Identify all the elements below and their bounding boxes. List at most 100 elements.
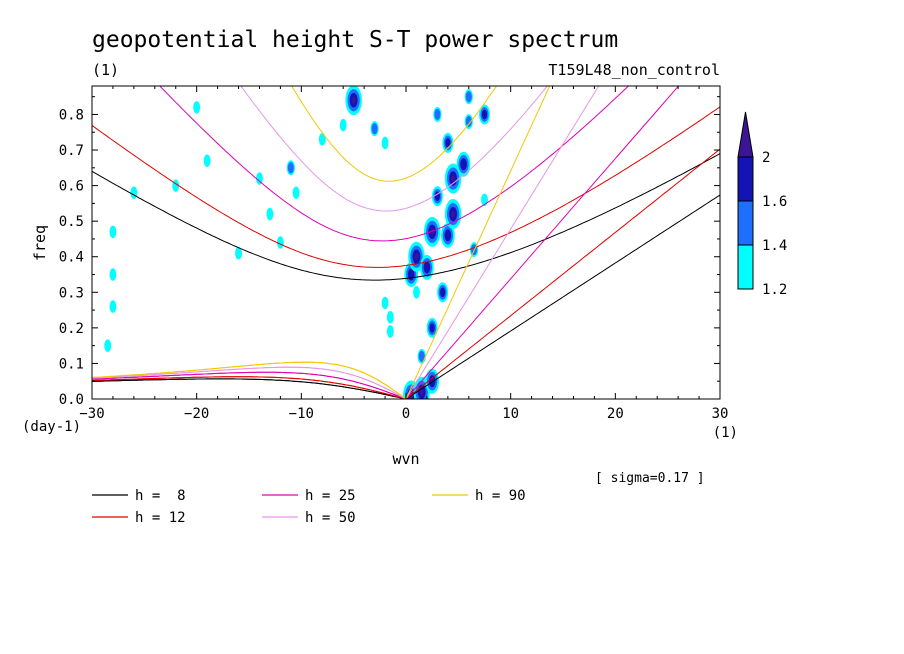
legend-item: h = 12 — [92, 510, 186, 526]
curve-branch-kelvin — [405, 86, 600, 399]
x-axis-label: wvn — [392, 450, 419, 468]
spectral-peak — [417, 348, 426, 364]
dispersion-curve-h-90 — [92, 86, 551, 399]
legend-label: h = 50 — [305, 510, 356, 526]
spectral-peak — [381, 296, 389, 310]
spectral-peak — [425, 368, 440, 394]
spectral-peak — [381, 136, 389, 150]
colorbar-swatch — [737, 200, 754, 246]
x-tick-label: 10 — [502, 406, 519, 422]
x-tick-label: 30 — [712, 406, 729, 422]
curve-branch-kelvin — [405, 148, 720, 399]
spectral-peak — [292, 186, 300, 199]
spectral-peak — [464, 114, 473, 130]
spectral-peak — [413, 376, 430, 399]
x-tick-label: 0 — [402, 406, 410, 422]
spectral-peak — [386, 325, 394, 338]
x-tick-label: −20 — [184, 406, 209, 422]
curve-branch-kelvin — [405, 86, 551, 399]
x-tick-label: −10 — [289, 406, 314, 422]
spectral-peak — [370, 121, 379, 137]
colorbar-label: 1.4 — [762, 238, 787, 254]
legend-label: h = 90 — [475, 488, 526, 504]
spectral-peak — [104, 339, 112, 352]
legend-item: h = 8 — [92, 488, 186, 504]
plot-frame — [91, 85, 721, 400]
curve-branch-rossby-full — [92, 371, 407, 399]
spectral-peak — [456, 151, 471, 177]
legend-label: h = 25 — [305, 488, 356, 504]
spectral-peak — [276, 236, 284, 249]
colorbar-swatch — [737, 244, 754, 290]
curve-branch-ig — [92, 106, 720, 268]
colorbar-label: 1.6 — [762, 194, 787, 210]
chart-title: geopotential height S-T power spectrum — [92, 27, 618, 53]
curve-branch-kelvin — [405, 86, 680, 399]
spectral-peak — [426, 317, 438, 338]
legend-item: h = 25 — [262, 488, 356, 504]
colorbar-label: 2 — [762, 150, 770, 166]
colorbar-extension — [737, 111, 754, 158]
chart-subtitle-left: (1) — [92, 61, 119, 79]
y-axis-unit: (day-1) — [22, 419, 81, 435]
spectral-peak — [444, 163, 462, 194]
y-tick-label: 0.0 — [59, 392, 84, 408]
spectral-peak — [413, 286, 420, 299]
spectral-peak — [193, 101, 201, 114]
x-tick-label: −30 — [79, 406, 104, 422]
spectral-peak — [109, 300, 117, 313]
spectral-peak — [440, 222, 455, 248]
colorbar-label: 1.2 — [762, 282, 787, 298]
curve-branch-ig — [159, 86, 630, 242]
chart-subtitle-right: T159L48_non_control — [548, 61, 720, 79]
dispersion-curve-h-50 — [92, 86, 600, 399]
spectral-peak — [339, 118, 347, 132]
dispersion-curve-h-25 — [92, 86, 680, 399]
spectral-peak — [318, 133, 326, 146]
spectral-peak — [345, 86, 362, 116]
legend: h = 8 h = 12 h = 25 h = 50 h = 90 — [92, 488, 526, 526]
curve-branch-kelvin — [405, 194, 720, 399]
sigma-annotation: [ sigma=0.17 ] — [595, 471, 705, 486]
colorbar-swatch — [737, 156, 754, 202]
curve-branch-rossby-full — [92, 376, 407, 399]
y-tick-label: 0.3 — [59, 285, 84, 301]
curve-branch-rossby-full — [92, 378, 407, 399]
y-tick-label: 0.7 — [59, 143, 84, 159]
spectral-peak — [203, 154, 211, 167]
y-tick-label: 0.2 — [59, 321, 84, 337]
curve-branch-rossby-full — [92, 361, 407, 399]
y-axis-label: freq — [31, 225, 49, 261]
spectral-peaks — [104, 86, 490, 399]
spectral-peak — [235, 246, 242, 260]
legend-label: h = 8 — [135, 488, 186, 504]
x-axis-unit: (1) — [713, 425, 738, 441]
spectral-peak — [109, 225, 117, 239]
spectral-peak — [444, 199, 462, 230]
curve-branch-rossby-full — [92, 366, 407, 399]
legend-item: h = 90 — [432, 488, 526, 504]
spectral-peak — [433, 106, 442, 122]
spectral-peak — [386, 310, 394, 324]
spectral-peak — [479, 104, 490, 125]
y-tick-label: 0.1 — [59, 356, 84, 372]
legend-label: h = 12 — [135, 510, 186, 526]
spectral-peak — [266, 207, 274, 221]
spectral-peak — [109, 268, 117, 281]
y-tick-label: 0.8 — [59, 107, 84, 123]
legend-item: h = 50 — [262, 510, 356, 526]
curve-branch-ig — [291, 86, 498, 182]
y-axis: 0.0 0.1 0.2 0.3 0.4 0.5 0.6 0.7 0.8 — [59, 96, 720, 408]
y-tick-label: 0.4 — [59, 250, 84, 266]
spectral-peak — [437, 282, 449, 303]
y-tick-label: 0.6 — [59, 179, 84, 195]
spectral-peak — [423, 216, 441, 247]
curve-branch-ig — [240, 86, 548, 212]
spectral-peak — [442, 132, 454, 153]
y-tick-label: 0.5 — [59, 214, 84, 230]
curve-branch-ig — [92, 153, 720, 281]
spectral-peak — [130, 186, 138, 199]
colorbar: 1.2 1.4 1.6 2 — [737, 111, 787, 298]
spectral-peak — [286, 160, 295, 176]
